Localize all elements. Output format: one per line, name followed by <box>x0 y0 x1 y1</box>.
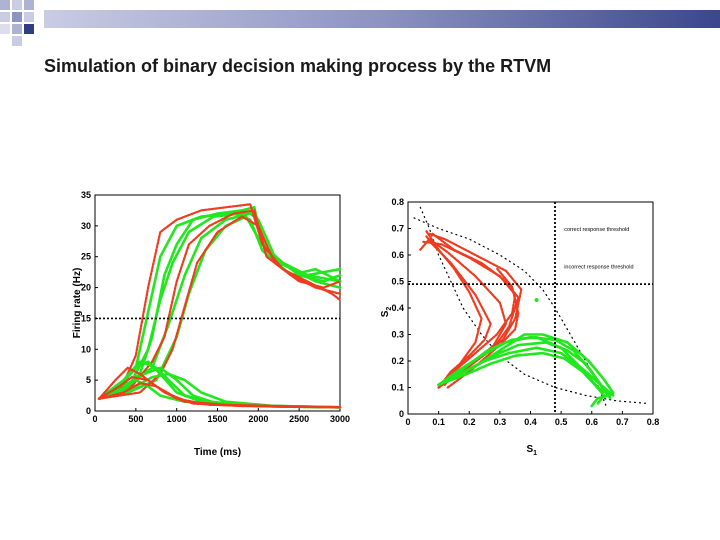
red-trajectory <box>425 230 483 386</box>
x-tick-label: 2500 <box>289 414 309 424</box>
y-tick-label: 30 <box>81 221 91 231</box>
red-trajectory <box>431 232 520 389</box>
y-tick-label: 0.4 <box>391 303 404 313</box>
y-tick-label: 0.3 <box>391 330 404 340</box>
x-tick-label: 0.8 <box>647 417 660 427</box>
nullcline-s2 <box>413 217 608 410</box>
y-tick-label: 0.6 <box>391 250 404 260</box>
green-trajectory <box>437 333 615 395</box>
decoration-square <box>0 0 10 10</box>
y-tick-label: 35 <box>81 190 91 200</box>
y-tick-label: 0.8 <box>391 197 404 207</box>
decoration-square <box>24 24 34 34</box>
decoration-square <box>24 12 34 22</box>
green-trajectory <box>437 351 606 405</box>
header-decoration <box>0 0 720 46</box>
x-axis-label: S1 <box>527 444 538 457</box>
y-tick-label: 0.1 <box>391 383 404 393</box>
saddle-point <box>534 298 539 303</box>
y-tick-label: 0 <box>399 409 404 419</box>
x-tick-label: 0 <box>92 414 97 424</box>
x-tick-label: 0.1 <box>432 417 445 427</box>
decoration-square <box>12 12 22 22</box>
y-tick-label: 5 <box>86 375 91 385</box>
y-tick-label: 25 <box>81 252 91 262</box>
red-trajectory <box>98 203 342 400</box>
x-tick-label: 0.2 <box>463 417 476 427</box>
x-tick-label: 0 <box>405 417 410 427</box>
decoration-square <box>24 0 34 10</box>
decoration-square <box>0 24 10 34</box>
red-trajectory <box>419 238 508 389</box>
decoration-band <box>44 10 720 28</box>
decoration-square <box>0 12 10 22</box>
red-trajectory <box>98 382 342 409</box>
y-tick-label: 0.2 <box>391 356 404 366</box>
x-tick-label: 2000 <box>248 414 268 424</box>
y-tick-label: 20 <box>81 283 91 293</box>
x-tick-label: 0.4 <box>524 417 537 427</box>
decoration-square <box>12 0 22 10</box>
firing-rate-chart: 0 500 1000 1500 2000 2500 3000 0 5 10 15 20 25 30 35 Ti… <box>72 190 350 458</box>
x-axis-label: Time (ms) <box>194 447 241 458</box>
y-axis-label: S2 <box>380 307 393 318</box>
x-tick-label: 0.7 <box>616 417 629 427</box>
y-tick-label: 10 <box>81 344 91 354</box>
decoration-square <box>12 24 22 34</box>
y-tick-label: 15 <box>81 313 91 323</box>
green-trajectory <box>97 212 342 400</box>
threshold-annotation: correct response threshold <box>564 227 629 233</box>
y-axis-label: Firing rate (Hz) <box>72 268 83 339</box>
slide-title: Simulation of binary decision making pro… <box>44 56 552 76</box>
x-tick-label: 500 <box>128 414 143 424</box>
y-tick-label: 0.7 <box>391 224 404 234</box>
x-tick-label: 1500 <box>207 414 227 424</box>
x-tick-label: 0.5 <box>555 417 568 427</box>
x-tick-label: 0.6 <box>585 417 598 427</box>
nullcline-s1 <box>419 206 648 404</box>
decoration-square <box>12 36 22 46</box>
y-tick-label: 0 <box>86 406 91 416</box>
threshold-annotation: incorrect response threshold <box>564 264 633 270</box>
y-tick-label: 0.5 <box>391 277 404 287</box>
phase-plane-chart: 0 0.1 0.2 0.3 0.4 0.5 0.6 0.7 0.8 0 0.1 0.2 0.3 0.4 0.… <box>380 197 660 457</box>
x-tick-label: 3000 <box>330 414 350 424</box>
x-tick-label: 1000 <box>167 414 187 424</box>
x-tick-label: 0.3 <box>494 417 507 427</box>
